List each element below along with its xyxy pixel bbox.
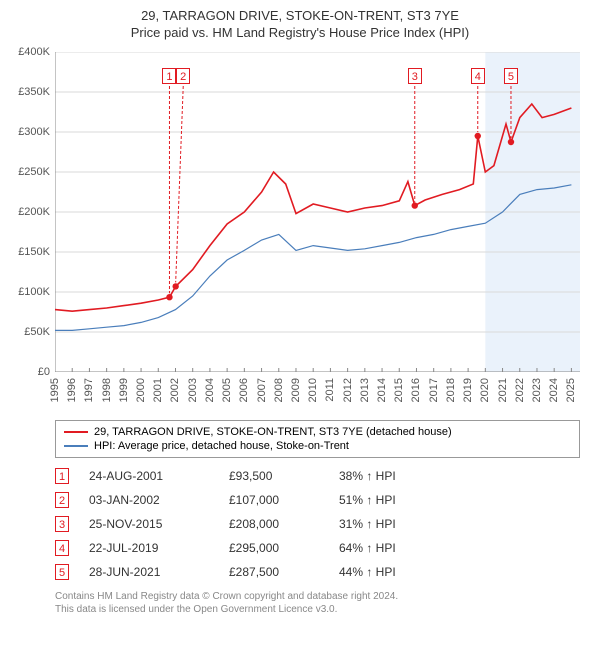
title-line-1: 29, TARRAGON DRIVE, STOKE-ON-TRENT, ST3 … <box>0 8 600 25</box>
sale-marker-5: 5 <box>504 68 518 84</box>
x-tick-label: 2022 <box>514 378 526 402</box>
x-tick-label: 2010 <box>307 378 319 402</box>
sale-date: 03-JAN-2002 <box>89 493 209 507</box>
sale-row: 5 28-JUN-2021 £287,500 44% ↑ HPI <box>55 560 580 584</box>
x-tick-label: 2019 <box>462 378 474 402</box>
sales-table: 1 24-AUG-2001 £93,500 38% ↑ HPI 2 03-JAN-2002… <box>55 464 580 584</box>
sale-price: £93,500 <box>229 469 319 483</box>
legend-row: HPI: Average price, detached house, Stok… <box>64 439 571 453</box>
y-tick-label: £400K <box>18 46 50 58</box>
sale-index-box: 2 <box>55 492 69 508</box>
x-tick-label: 2021 <box>497 378 509 402</box>
x-tick-label: 2012 <box>342 378 354 402</box>
y-tick-label: £50K <box>24 326 50 338</box>
sale-row: 3 25-NOV-2015 £208,000 31% ↑ HPI <box>55 512 580 536</box>
y-tick-label: £350K <box>18 86 50 98</box>
x-tick-label: 2013 <box>359 378 371 402</box>
sale-marker-3: 3 <box>408 68 422 84</box>
sale-date: 24-AUG-2001 <box>89 469 209 483</box>
sale-diff: 44% ↑ HPI <box>339 565 580 579</box>
sale-price: £295,000 <box>229 541 319 555</box>
sale-row: 4 22-JUL-2019 £295,000 64% ↑ HPI <box>55 536 580 560</box>
x-tick-label: 2025 <box>565 378 577 402</box>
legend-label: HPI: Average price, detached house, Stok… <box>94 440 349 452</box>
x-tick-label: 1998 <box>101 378 113 402</box>
x-tick-label: 2001 <box>152 378 164 402</box>
legend-row: 29, TARRAGON DRIVE, STOKE-ON-TRENT, ST3 … <box>64 425 571 439</box>
x-tick-label: 2016 <box>410 378 422 402</box>
y-tick-label: £150K <box>18 246 50 258</box>
y-tick-label: £300K <box>18 126 50 138</box>
x-tick-label: 2003 <box>187 378 199 402</box>
sale-row: 2 03-JAN-2002 £107,000 51% ↑ HPI <box>55 488 580 512</box>
x-axis-labels: 1995199619971998199920002001200220032004… <box>55 372 580 412</box>
x-tick-label: 2004 <box>204 378 216 402</box>
x-tick-label: 2000 <box>135 378 147 402</box>
legend-box: 29, TARRAGON DRIVE, STOKE-ON-TRENT, ST3 … <box>55 420 580 458</box>
x-tick-label: 2014 <box>376 378 388 402</box>
y-tick-label: £250K <box>18 166 50 178</box>
x-tick-label: 2007 <box>256 378 268 402</box>
sale-date: 28-JUN-2021 <box>89 565 209 579</box>
sale-date: 22-JUL-2019 <box>89 541 209 555</box>
sale-index-box: 3 <box>55 516 69 532</box>
x-tick-label: 2024 <box>548 378 560 402</box>
x-tick-label: 1999 <box>118 378 130 402</box>
legend-swatch <box>64 431 88 433</box>
legend-label: 29, TARRAGON DRIVE, STOKE-ON-TRENT, ST3 … <box>94 426 452 438</box>
chart-area: £0£50K£100K£150K£200K£250K£300K£350K£400… <box>55 52 580 372</box>
x-tick-label: 2020 <box>479 378 491 402</box>
x-tick-label: 2008 <box>273 378 285 402</box>
x-tick-label: 2006 <box>238 378 250 402</box>
x-tick-label: 2018 <box>445 378 457 402</box>
footer-text: Contains HM Land Registry data © Crown c… <box>55 590 580 616</box>
x-tick-label: 2023 <box>531 378 543 402</box>
footer-line-1: Contains HM Land Registry data © Crown c… <box>55 590 580 603</box>
sale-marker-4: 4 <box>471 68 485 84</box>
chart-svg <box>55 52 580 372</box>
footer-line-2: This data is licensed under the Open Gov… <box>55 603 580 616</box>
x-tick-label: 2009 <box>290 378 302 402</box>
y-tick-label: £0 <box>38 366 50 378</box>
sale-index-box: 5 <box>55 564 69 580</box>
sale-diff: 51% ↑ HPI <box>339 493 580 507</box>
page-container: 29, TARRAGON DRIVE, STOKE-ON-TRENT, ST3 … <box>0 0 600 616</box>
sale-price: £107,000 <box>229 493 319 507</box>
sale-marker-2: 2 <box>176 68 190 84</box>
sale-row: 1 24-AUG-2001 £93,500 38% ↑ HPI <box>55 464 580 488</box>
legend-swatch <box>64 445 88 447</box>
y-tick-label: £100K <box>18 286 50 298</box>
x-tick-label: 1996 <box>66 378 78 402</box>
y-axis-labels: £0£50K£100K£150K£200K£250K£300K£350K£400… <box>5 52 50 372</box>
x-tick-label: 2015 <box>393 378 405 402</box>
title-line-2: Price paid vs. HM Land Registry's House … <box>0 25 600 42</box>
sale-diff: 38% ↑ HPI <box>339 469 580 483</box>
x-tick-label: 2017 <box>428 378 440 402</box>
sale-price: £287,500 <box>229 565 319 579</box>
y-tick-label: £200K <box>18 206 50 218</box>
sale-price: £208,000 <box>229 517 319 531</box>
x-tick-label: 1997 <box>83 378 95 402</box>
sale-diff: 31% ↑ HPI <box>339 517 580 531</box>
sale-index-box: 4 <box>55 540 69 556</box>
x-tick-label: 2005 <box>221 378 233 402</box>
sale-date: 25-NOV-2015 <box>89 517 209 531</box>
x-tick-label: 1995 <box>49 378 61 402</box>
sale-marker-1: 1 <box>162 68 176 84</box>
sale-diff: 64% ↑ HPI <box>339 541 580 555</box>
sale-index-box: 1 <box>55 468 69 484</box>
title-block: 29, TARRAGON DRIVE, STOKE-ON-TRENT, ST3 … <box>0 0 600 42</box>
x-tick-label: 2002 <box>169 378 181 402</box>
x-tick-label: 2011 <box>324 378 336 402</box>
